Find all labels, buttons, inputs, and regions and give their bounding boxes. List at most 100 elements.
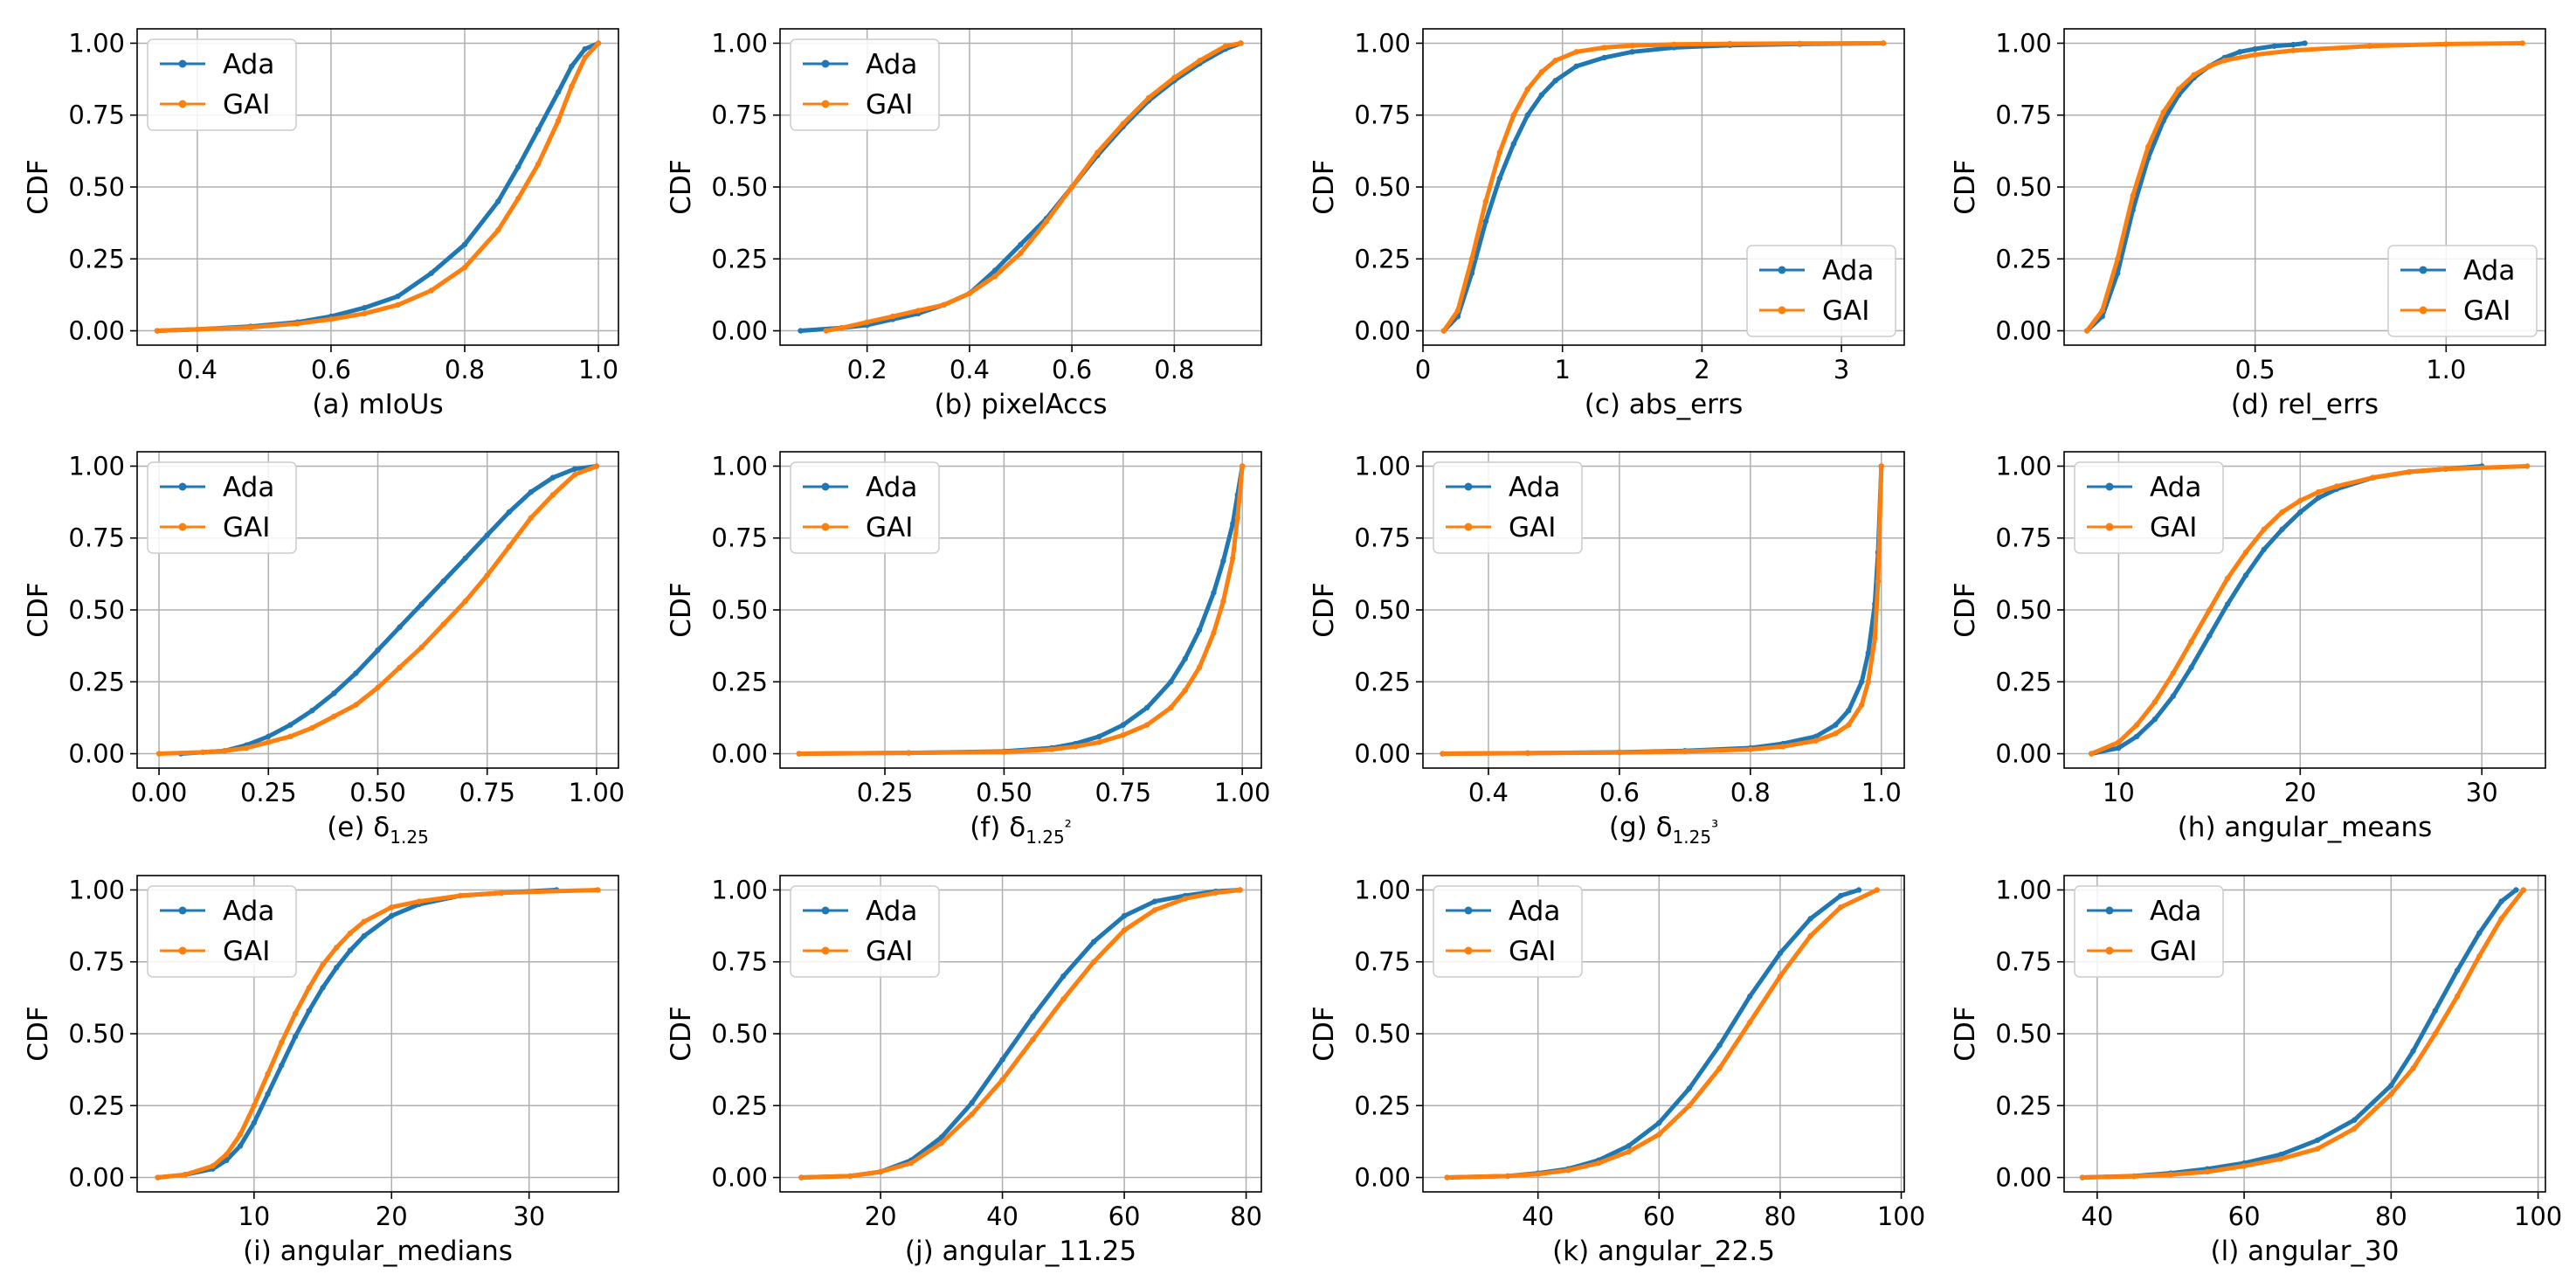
data-point-ada <box>2315 495 2322 501</box>
data-point-gai <box>1524 750 1531 757</box>
legend-marker-ada <box>1464 482 1473 491</box>
data-point-ada <box>2224 601 2231 607</box>
data-point-ada <box>569 63 575 69</box>
data-point-ada <box>237 1143 244 1149</box>
legend-marker-ada <box>1778 266 1786 274</box>
data-point-gai <box>1538 69 1544 75</box>
data-point-gai <box>194 326 201 333</box>
data-point-gai <box>1616 750 1623 756</box>
data-point-ada <box>2115 270 2121 276</box>
data-point-gai <box>1043 218 1050 225</box>
data-point-gai <box>2079 1174 2086 1181</box>
y-tick-label: 0.25 <box>1995 1091 2052 1120</box>
data-point-gai <box>1573 49 1579 55</box>
data-point-ada <box>535 126 542 133</box>
data-point-gai <box>582 54 588 61</box>
data-point-gai <box>847 1173 853 1180</box>
data-point-ada <box>2454 967 2461 973</box>
data-point-gai <box>966 290 973 296</box>
data-point-ada <box>999 1056 1005 1063</box>
subplot-e: 0.00 0.25 0.50 0.75 1.00 0.00 0.25 0.50 0.75 1.00… <box>23 451 625 848</box>
data-point-gai <box>287 733 294 739</box>
y-tick-label: 1.00 <box>1354 451 1411 481</box>
legend-marker-gai <box>2419 306 2428 315</box>
x-axis-label: (i) angular_medians <box>243 1236 513 1267</box>
data-point-gai <box>2279 509 2285 516</box>
data-point-gai <box>2498 916 2504 922</box>
data-point-gai <box>1747 746 1754 752</box>
y-tick-label: 0.50 <box>1995 172 2052 202</box>
data-point-ada <box>2236 49 2243 55</box>
data-point-ada <box>1143 704 1150 711</box>
data-point-ada <box>938 1134 945 1140</box>
data-point-gai <box>294 321 300 327</box>
data-point-gai <box>210 1163 216 1169</box>
legend-marker-ada <box>821 59 830 68</box>
data-point-gai <box>244 744 250 751</box>
data-point-gai <box>154 328 161 334</box>
data-point-ada <box>1096 733 1102 739</box>
data-point-gai <box>1444 1174 1450 1181</box>
y-tick-label: 0.75 <box>68 947 125 977</box>
series-line-ada <box>180 464 597 756</box>
data-point-gai <box>1120 121 1126 127</box>
data-point-ada <box>389 912 395 919</box>
data-point-gai <box>1048 746 1055 752</box>
data-point-gai <box>2170 670 2176 676</box>
subplot-k: 40 60 80 100 0.00 0.25 0.50 0.75 1.00 CDF (k) angu… <box>1309 875 1925 1267</box>
y-axis-label: CDF <box>23 582 54 637</box>
data-point-ada <box>484 532 490 538</box>
data-point-gai <box>1222 43 1229 49</box>
data-point-gai <box>2241 1163 2248 1169</box>
data-point-gai <box>461 264 468 271</box>
data-point-ada <box>1090 938 1097 945</box>
data-point-ada <box>2151 716 2158 723</box>
subplot-l: 40 60 80 100 0.00 0.25 0.50 0.75 1.00 CDF (l) angu… <box>1950 875 2562 1267</box>
data-point-ada <box>1018 241 1024 248</box>
y-tick-label: 0.75 <box>1995 100 2052 130</box>
data-point-gai <box>328 316 335 322</box>
legend-label-gai: GAI <box>2463 295 2510 327</box>
data-point-ada <box>515 163 521 170</box>
data-point-gai <box>1237 887 1243 893</box>
data-point-ada <box>1859 679 1865 685</box>
x-tick-label: 0.4 <box>950 355 990 384</box>
data-point-gai <box>595 40 602 46</box>
x-tick-label: 0.4 <box>177 355 218 384</box>
data-point-gai <box>2519 40 2525 46</box>
data-point-gai <box>309 724 315 731</box>
data-point-gai <box>1777 973 1784 980</box>
legend: Ada GAI <box>790 38 940 131</box>
legend-label-gai: GAI <box>223 936 270 967</box>
data-point-gai <box>251 1103 258 1109</box>
y-tick-label: 0.00 <box>1354 1163 1411 1193</box>
data-point-gai <box>2088 751 2095 757</box>
y-tick-label: 0.50 <box>1354 595 1411 625</box>
x-axis-label: (f) δ1.25² <box>970 812 1072 848</box>
x-tick-label: 40 <box>1522 1201 1554 1231</box>
data-point-gai <box>397 664 403 671</box>
data-point-gai <box>1865 679 1871 685</box>
legend: Ada GAI <box>1433 885 1583 978</box>
y-axis-label: CDF <box>1309 1006 1340 1061</box>
data-point-ada <box>1865 650 1871 656</box>
data-point-gai <box>155 751 162 757</box>
data-point-ada <box>1747 994 1753 1000</box>
y-axis-label: CDF <box>1309 159 1340 214</box>
y-tick-label: 0.75 <box>1354 947 1411 977</box>
data-point-ada <box>2170 693 2176 699</box>
legend-marker-gai <box>821 946 830 955</box>
data-point-gai <box>2315 488 2322 495</box>
legend-marker-gai <box>1778 306 1786 315</box>
data-point-ada <box>397 624 403 630</box>
data-point-gai <box>1196 664 1203 671</box>
y-axis-label: CDF <box>666 1006 697 1061</box>
data-point-gai <box>1468 256 1475 262</box>
legend-label-ada: Ada <box>1509 896 1560 927</box>
legend-marker-gai <box>178 100 187 108</box>
data-point-gai <box>1807 932 1813 939</box>
data-point-ada <box>1220 557 1226 564</box>
data-point-gai <box>2406 468 2413 475</box>
data-point-gai <box>2099 308 2105 314</box>
data-point-gai <box>2084 328 2090 334</box>
